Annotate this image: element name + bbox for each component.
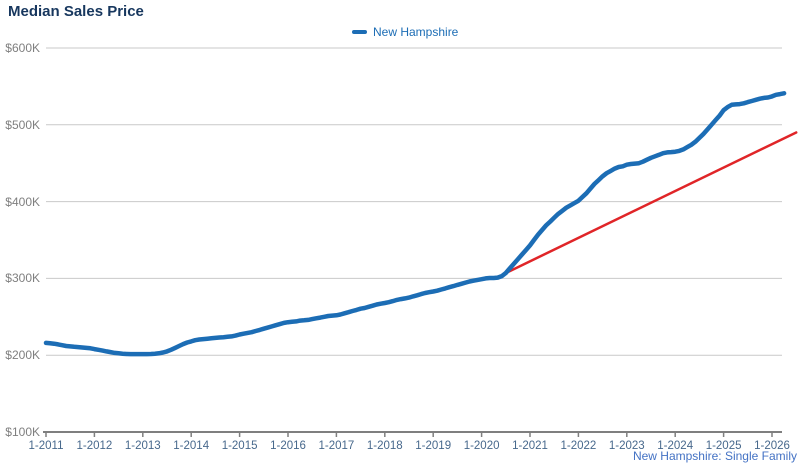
x-tick-label: 1-2011 xyxy=(28,440,64,452)
x-tick-label: 1-2018 xyxy=(366,440,403,452)
x-tick-label: 1-2013 xyxy=(124,440,161,452)
x-tick-label: 1-2015 xyxy=(221,440,258,452)
x-tick-label: 1-2017 xyxy=(318,440,355,452)
x-tick-label: 1-2022 xyxy=(560,440,597,452)
y-tick-label: $600K xyxy=(5,41,40,55)
y-tick-label: $300K xyxy=(5,271,40,286)
series-footnote: New Hampshire: Single Family xyxy=(632,449,797,463)
x-tick-label: 1-2023 xyxy=(608,440,645,452)
x-tick-label: 1-2019 xyxy=(415,440,452,452)
x-tick-label: 1-2024 xyxy=(657,440,694,452)
y-tick-label: $500K xyxy=(5,117,40,132)
trend-line[interactable] xyxy=(504,131,798,275)
x-tick-label: 1-2021 xyxy=(512,440,548,452)
x-tick-label: 1-2012 xyxy=(76,440,113,452)
y-tick-label: $400K xyxy=(5,194,40,209)
x-tick-label: 1-2016 xyxy=(270,440,306,452)
page-title: Median Sales Price xyxy=(8,3,144,20)
legend-label: New Hampshire xyxy=(373,25,459,39)
y-tick-label: $100K xyxy=(5,425,40,439)
x-tick-label: 1-2025 xyxy=(705,440,742,452)
x-tick-label: 1-2020 xyxy=(463,440,500,452)
new-hampshire-series-line[interactable] xyxy=(43,91,787,357)
x-tick-label: 1-2014 xyxy=(173,440,210,452)
y-tick-label: $200K xyxy=(5,348,40,363)
x-tick-label: 1-2026 xyxy=(754,440,790,452)
legend-line-swatch xyxy=(352,30,367,34)
legend-item-new-hampshire[interactable]: New Hampshire xyxy=(352,25,458,39)
